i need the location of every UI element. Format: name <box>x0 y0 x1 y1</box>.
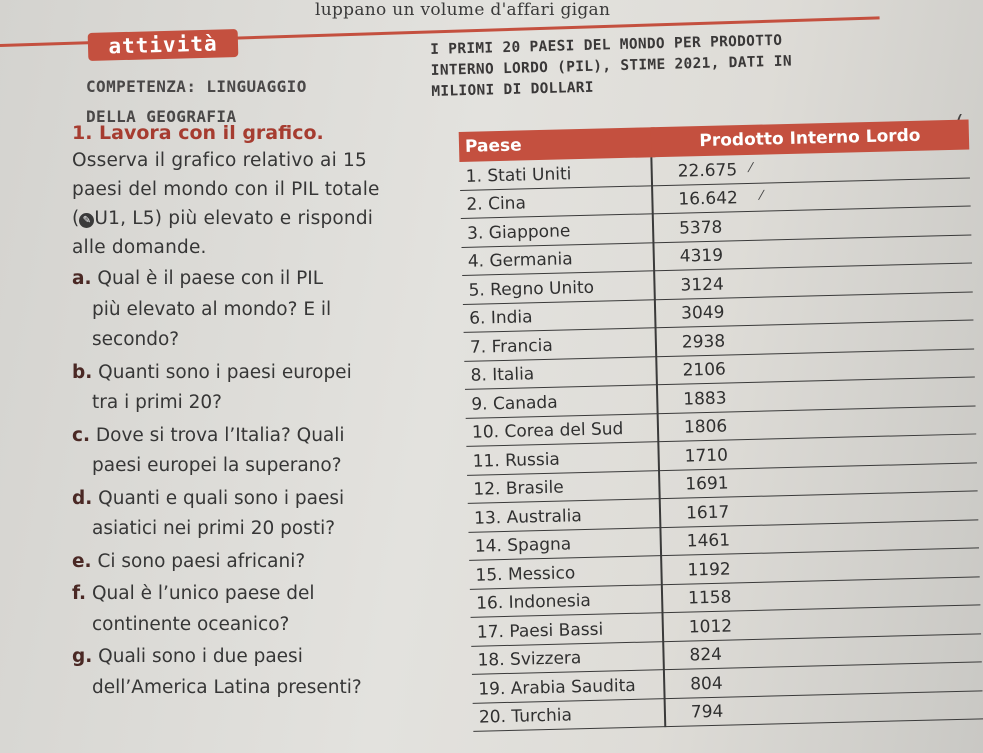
question-text: Quali sono i due paesi <box>98 646 303 667</box>
country-cell: 13. Australia <box>473 505 582 529</box>
question-item: g. Quali sono i due paesi dell’America La… <box>72 642 442 703</box>
gdp-value-cell: 3049 <box>680 302 725 324</box>
question-letter: a. <box>72 268 92 289</box>
gdp-value-cell: 3124 <box>680 274 724 296</box>
question-item: d. Quanti e quali sono i paesi asiatici n… <box>72 484 442 545</box>
question-text: Qual è l’unico paese del <box>91 583 315 604</box>
country-cell: 4. Germania <box>467 249 573 272</box>
table-title: I PRIMI 20 PAESI DEL MONDO PER PRODOTTO … <box>430 28 871 102</box>
country-cell: 20. Turchia <box>478 705 573 728</box>
question-line: secondo? <box>92 329 180 350</box>
intro-line: alle domande. <box>72 237 207 258</box>
question-line: f. Qual è l’unico paese del <box>72 579 442 610</box>
question-letter: d. <box>72 487 93 509</box>
question-letter: f. <box>72 583 87 604</box>
question-line: d. Quanti e quali sono i paesi <box>72 484 442 515</box>
gdp-value-cell: 1710 <box>684 445 729 467</box>
gdp-value-cell: 5378 <box>678 217 723 239</box>
country-cell: 15. Messico <box>475 562 576 586</box>
question-line: più elevato al mondo? E il <box>92 298 332 320</box>
gdp-value-cell: 1617 <box>685 501 730 524</box>
country-cell: 7. Francia <box>469 335 554 358</box>
gdp-value-cell: 824 <box>689 644 723 666</box>
question-item: f. Qual è l’unico paese del continente oc… <box>72 579 442 640</box>
country-cell: 11. Russia <box>472 449 561 472</box>
country-cell: 16. Indonesia <box>475 590 592 614</box>
question-line: c. Dove si trova l’Italia? Quali <box>72 421 442 452</box>
question-line: g. Quali sono i due paesi <box>72 642 442 673</box>
question-item: a. Qual è il paese con il PIL più elevato… <box>72 264 442 356</box>
country-cell: 14. Spagna <box>474 534 572 557</box>
question-item: e. Ci sono paesi africani? <box>72 547 442 578</box>
gdp-value-cell: 16.642 <box>678 188 739 210</box>
country-cell: 5. Regno Unito <box>468 277 595 301</box>
gdp-value-cell: 804 <box>689 673 723 694</box>
country-cell: 8. Italia <box>470 364 535 386</box>
exercise-intro: Osserva il grafico relativo ai 15 paesi … <box>72 146 442 262</box>
question-item: c. Dove si trova l’Italia? Quali paesi eu… <box>72 421 442 482</box>
question-letter: e. <box>72 550 92 572</box>
question-line: a. Qual è il paese con il PIL <box>72 264 442 295</box>
question-letter: c. <box>72 424 90 446</box>
country-cell: 19. Arabia Saudita <box>478 675 636 700</box>
question-text: Ci sono paesi africani? <box>97 550 306 572</box>
competence-line: COMPETENZA: LINGUAGGIO <box>86 77 307 96</box>
gdp-value-cell: 1012 <box>688 615 733 638</box>
country-cell: 9. Canada <box>471 392 558 415</box>
question-line: b. Quanti sono i paesi europei <box>72 358 442 389</box>
country-cell: 17. Paesi Bassi <box>476 619 604 643</box>
gdp-value-cell: 1691 <box>685 473 729 495</box>
gdp-value-cell: 1806 <box>683 416 728 438</box>
activity-tag: attività <box>87 29 239 61</box>
gdp-value-cell: 1192 <box>687 558 731 581</box>
gdp-value-cell: 794 <box>690 701 724 723</box>
pencil-tick-mark: ⁄ <box>749 160 753 176</box>
country-cell: 6. India <box>469 307 533 329</box>
intro-line: Osserva il grafico relativo ai 15 <box>72 150 367 171</box>
question-list: a. Qual è il paese con il PIL più elevato… <box>72 264 442 703</box>
country-cell: 2. Cina <box>466 193 527 215</box>
gdp-value-cell: 2938 <box>681 331 726 353</box>
question-line: continente oceanico? <box>92 613 290 635</box>
gdp-value-cell: 1883 <box>683 388 727 410</box>
intro-line: paesi del mondo con il PIL totale <box>72 179 380 200</box>
question-line: asiatici nei primi 20 posti? <box>92 518 336 539</box>
question-text: Quanti sono i paesi europei <box>98 361 352 383</box>
question-line: dell’America Latina presenti? <box>92 676 362 698</box>
question-text: Qual è il paese con il PIL <box>97 268 324 289</box>
country-cell: 12. Brasile <box>473 477 564 500</box>
country-cell: 10. Corea del Sud <box>471 419 624 443</box>
question-item: b. Quanti sono i paesi europei tra i prim… <box>72 358 442 419</box>
competence-heading: COMPETENZA: LINGUAGGIO DELLA GEOGRAFIA <box>86 72 416 132</box>
intro-line: (✎ U1, L5) più elevato e rispondi <box>72 208 374 229</box>
country-cell: 18. Svizzera <box>477 648 582 671</box>
question-line: tra i primi 20? <box>92 392 222 413</box>
gdp-value-cell: 22.675 <box>677 159 738 182</box>
country-cell: 1. Stati Uniti <box>465 163 572 187</box>
question-letter: b. <box>72 361 93 383</box>
question-text: Dove si trova l’Italia? Quali <box>95 424 345 446</box>
reference-icon: ✎ <box>79 213 95 228</box>
competence-line: DELLA GEOGRAFIA <box>86 107 237 126</box>
question-text: Quanti e quali sono i paesi <box>98 487 345 509</box>
previous-text-fragment: luppano un volume d'affari gigan <box>315 0 611 20</box>
gdp-value-cell: 1158 <box>687 587 732 609</box>
gdp-value-cell: 1461 <box>686 530 731 552</box>
gdp-value-cell: 2106 <box>682 359 727 381</box>
intro-open-paren: ( <box>72 208 80 229</box>
question-line: e. Ci sono paesi africani? <box>72 547 442 578</box>
question-letter: g. <box>72 646 93 667</box>
country-cell: 3. Giappone <box>466 220 571 244</box>
gdp-table: Paese Prodotto Interno Lordo 1. Stati Un… <box>458 91 983 744</box>
question-line: paesi europei la superano? <box>92 455 342 476</box>
gdp-value-cell: 4319 <box>679 245 724 267</box>
header-country: Paese <box>458 127 656 162</box>
pencil-tick-mark: ⁄ <box>760 188 763 204</box>
exercise-title: 1. Lavora con il grafico. <box>72 122 324 144</box>
exercise-block: 1. Lavora con il grafico. Osserva il gra… <box>72 120 442 703</box>
